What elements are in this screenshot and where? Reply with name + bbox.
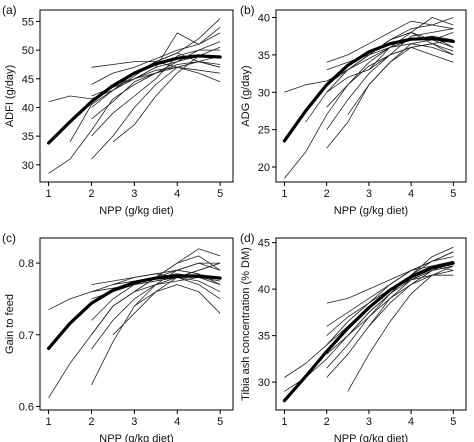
y-tick-label: 40 [258, 284, 270, 296]
individual-series-line [326, 32, 454, 86]
x-tick-label: 3 [366, 416, 372, 428]
y-axis-title: ADG (g/day) [240, 65, 252, 126]
x-axis-title: NPP (g/kg diet) [99, 205, 173, 217]
x-tick-label: 4 [174, 416, 180, 428]
individual-series-line [91, 276, 221, 350]
x-axis-title: NPP (g/kg diet) [99, 433, 173, 442]
x-axis-title: NPP (g/kg diet) [334, 433, 408, 442]
x-tick-label: 1 [281, 416, 287, 428]
individual-series-line [91, 32, 221, 85]
individual-series-line [326, 251, 454, 304]
fitted-curve [46, 274, 222, 350]
y-tick-label: 35 [258, 331, 270, 343]
y-tick-label: 55 [22, 16, 34, 28]
individual-series-line [284, 39, 454, 179]
y-tick-label: 45 [258, 238, 270, 250]
individual-series-line [134, 284, 221, 314]
panel-c: (c) 1 2 3 4 5 0.6 0.7 0.8 NPP (g/kg diet) Gain to … [2, 231, 234, 442]
plot-area [282, 17, 455, 179]
plot-frame [275, 237, 467, 411]
fitted-curve [46, 54, 222, 145]
individual-series-line [91, 61, 221, 160]
individual-series-line [48, 55, 221, 174]
individual-series-line [48, 276, 221, 399]
panel-label: (c) [2, 231, 16, 245]
x-tick-label: 5 [450, 188, 456, 200]
y-tick-label: 40 [258, 12, 270, 24]
x-tick-label: 5 [217, 188, 223, 200]
individual-series-line [326, 47, 454, 93]
individual-series-line [91, 52, 221, 108]
x-axis-title: NPP (g/kg diet) [334, 205, 408, 217]
x-tick-label: 2 [88, 188, 94, 200]
panel-label: (b) [240, 3, 255, 17]
fitted-curve [282, 36, 455, 143]
individual-series-line [347, 32, 454, 115]
individual-series-line [326, 28, 454, 130]
panel-b: (b) 1 2 3 4 5 20 25 30 35 40 NPP (g/kg diet) ADG (g/… [240, 3, 467, 217]
x-tick-label: 2 [88, 416, 94, 428]
individual-series-line [112, 46, 221, 143]
y-tick-label: 20 [258, 162, 270, 174]
fitted-curve [282, 261, 455, 403]
y-tick-label: 45 [22, 74, 34, 86]
individual-series-line [326, 43, 454, 149]
x-tick-label: 4 [408, 416, 414, 428]
panel-label: (a) [2, 3, 17, 17]
plot-area [46, 248, 222, 399]
panel-label: (d) [240, 231, 255, 245]
x-tick-label: 2 [324, 188, 330, 200]
y-tick-label: 30 [258, 377, 270, 389]
x-tick-label: 4 [174, 188, 180, 200]
y-tick-label: 40 [22, 102, 34, 114]
plot-frame [39, 9, 234, 183]
x-tick-label: 5 [450, 416, 456, 428]
y-tick-label: 0.8 [19, 258, 34, 270]
x-tick-label: 5 [217, 416, 223, 428]
individual-series-line [134, 26, 221, 80]
y-tick-label: 35 [22, 131, 34, 143]
x-tick-label: 3 [131, 188, 137, 200]
individual-series-line [112, 262, 221, 336]
individual-series-line [347, 265, 454, 392]
y-axis-title: Tibia ash concentration (% DM) [240, 247, 252, 401]
y-tick-label: 30 [258, 87, 270, 99]
y-axis-title: ADFI (g/day) [4, 65, 16, 127]
x-tick-label: 4 [408, 188, 414, 200]
x-tick-label: 1 [281, 188, 287, 200]
x-tick-label: 3 [366, 188, 372, 200]
individual-series-line [326, 17, 454, 63]
y-axis-title: Gain to feed [4, 294, 16, 354]
y-tick-label: 35 [258, 50, 270, 62]
y-tick-label: 30 [22, 160, 34, 172]
y-tick-label: 0.7 [19, 330, 34, 342]
individual-series-line [69, 18, 221, 143]
y-tick-label: 25 [258, 125, 270, 137]
plot-area [46, 18, 222, 174]
y-tick-label: 50 [22, 45, 34, 57]
x-tick-label: 2 [324, 416, 330, 428]
plot-area [282, 246, 455, 403]
y-tick-label: 0.6 [19, 401, 34, 413]
individual-series-line [91, 49, 221, 137]
individual-series-line [91, 41, 221, 120]
x-tick-label: 1 [46, 188, 52, 200]
x-tick-label: 3 [131, 416, 137, 428]
plot-frame [39, 237, 234, 411]
x-tick-label: 1 [46, 416, 52, 428]
individual-series-line [134, 255, 221, 293]
individual-series-line [347, 270, 454, 336]
plot-frame [275, 9, 467, 183]
individual-series-line [326, 251, 454, 369]
individual-series-line [326, 265, 454, 327]
